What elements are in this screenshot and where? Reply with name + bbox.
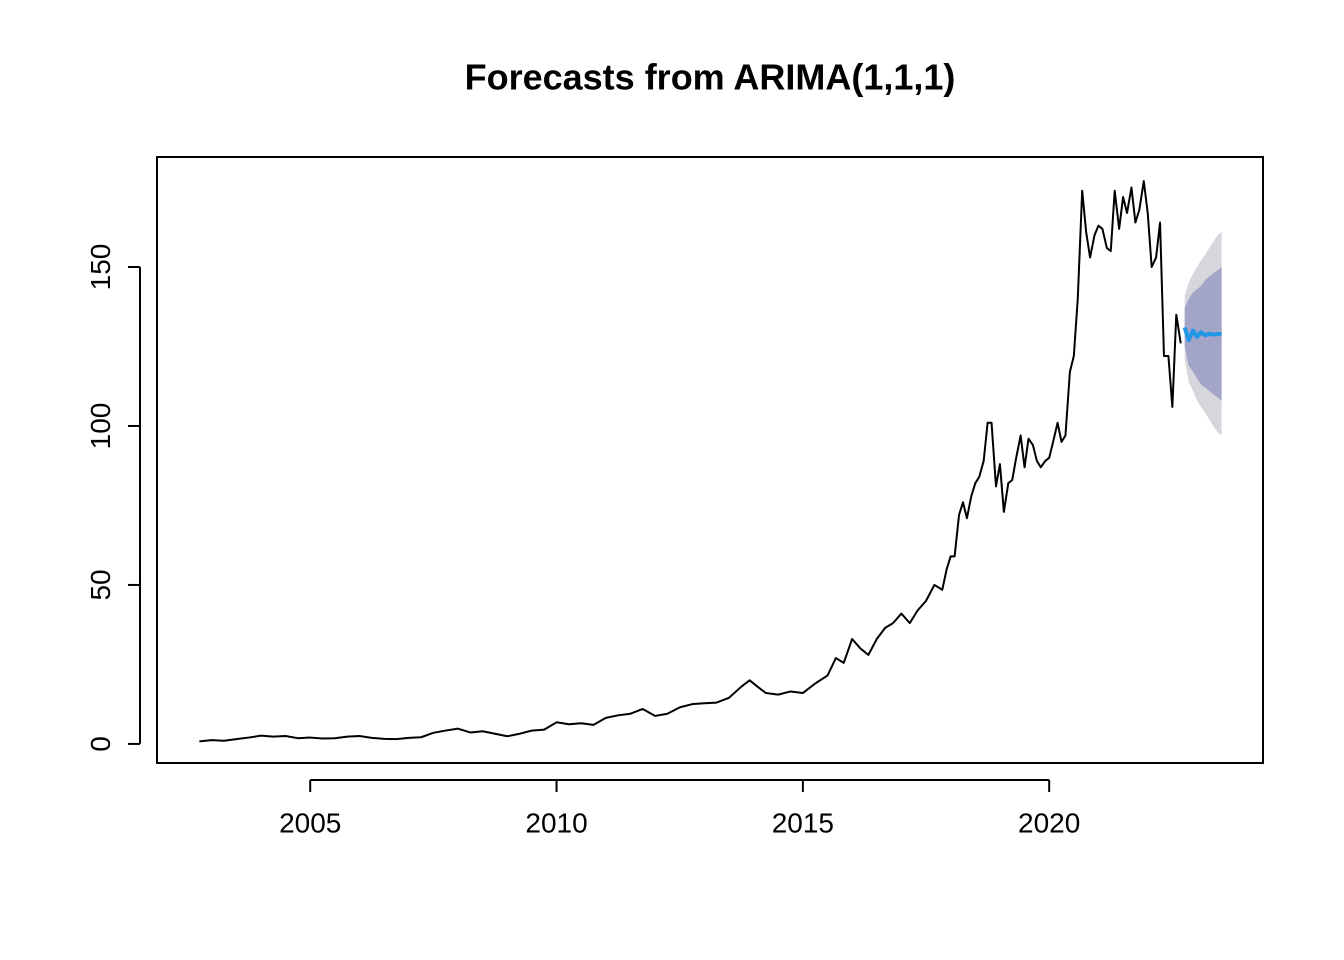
x-tick-label: 2005 xyxy=(279,807,341,838)
data-line xyxy=(199,180,1182,743)
chart-title: Forecasts from ARIMA(1,1,1) xyxy=(465,57,956,98)
x-tick-label: 2015 xyxy=(772,807,834,838)
y-tick-label: 100 xyxy=(85,403,116,450)
forecast-line xyxy=(1182,326,1222,343)
y-tick-label: 50 xyxy=(85,569,116,600)
y-tick-label: 0 xyxy=(85,736,116,752)
plot-frame xyxy=(156,156,1264,764)
x-tick-label: 2020 xyxy=(1018,807,1080,838)
x-tick-label: 2010 xyxy=(525,807,587,838)
y-tick-label: 150 xyxy=(85,244,116,291)
